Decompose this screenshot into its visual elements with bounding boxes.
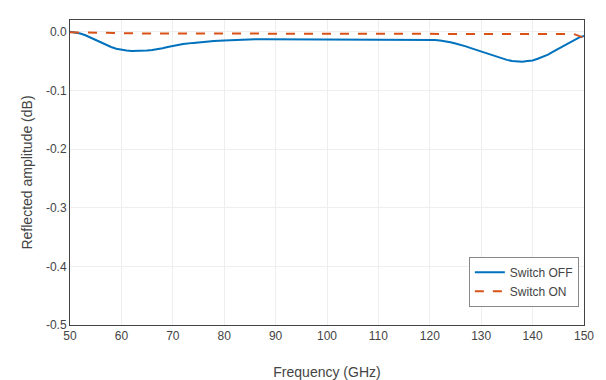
svg-text:Switch ON: Switch ON — [510, 285, 567, 299]
svg-text:150: 150 — [574, 329, 594, 343]
svg-text:140: 140 — [523, 329, 543, 343]
svg-text:90: 90 — [269, 329, 283, 343]
svg-text:100: 100 — [317, 329, 337, 343]
svg-text:Switch OFF: Switch OFF — [510, 266, 573, 280]
svg-text:-0.4: -0.4 — [46, 260, 67, 274]
svg-text:Reflected amplitude (dB): Reflected amplitude (dB) — [19, 95, 35, 249]
svg-text:130: 130 — [471, 329, 491, 343]
svg-text:110: 110 — [369, 329, 388, 343]
svg-text:50: 50 — [63, 329, 77, 343]
svg-text:60: 60 — [115, 329, 129, 343]
svg-text:-0.2: -0.2 — [46, 142, 67, 156]
svg-text:70: 70 — [166, 329, 180, 343]
svg-text:Frequency (GHz): Frequency (GHz) — [273, 364, 380, 380]
svg-text:-0.5: -0.5 — [46, 318, 67, 332]
svg-text:-0.1: -0.1 — [46, 84, 67, 98]
svg-text:120: 120 — [420, 329, 440, 343]
svg-text:0.0: 0.0 — [50, 25, 67, 39]
svg-text:80: 80 — [218, 329, 232, 343]
svg-text:-0.3: -0.3 — [46, 201, 67, 215]
